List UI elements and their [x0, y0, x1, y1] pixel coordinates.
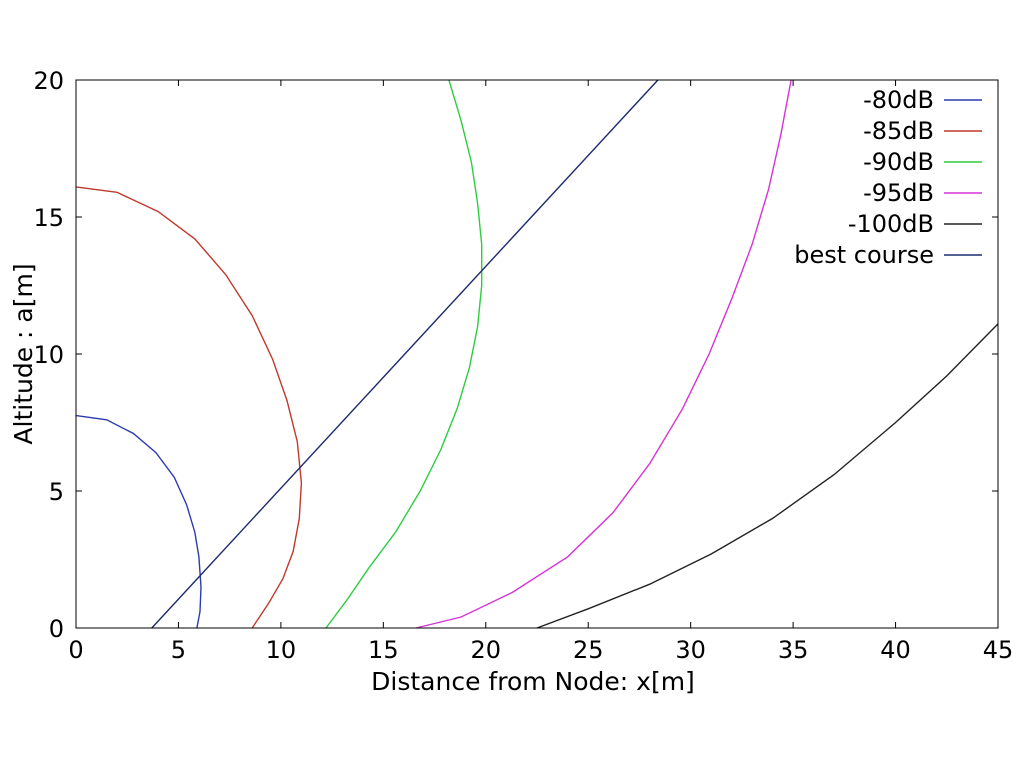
x-tick-label: 40 [880, 636, 911, 664]
series-line-1 [75, 186, 303, 629]
x-tick-label: 15 [368, 636, 399, 664]
x-tick-label: 5 [171, 636, 186, 664]
x-axis-label: Distance from Node: x[m] [371, 667, 695, 696]
legend-label-0: -80dB [863, 86, 934, 114]
x-tick-label: 25 [573, 636, 604, 664]
legend-label-4: -100dB [848, 210, 934, 238]
y-tick-label: 0 [49, 615, 64, 643]
x-tick-label: 45 [983, 636, 1014, 664]
series-line-5 [151, 79, 659, 629]
y-axis-label: Altitude : a[m] [9, 263, 38, 444]
y-tick-label: 5 [49, 478, 64, 506]
x-tick-label: 0 [68, 636, 83, 664]
legend-label-3: -95dB [863, 179, 934, 207]
ticks-layer: 0 5 10 15 20 25 30 35 40 45 0 5 10 15 20 [33, 67, 1013, 664]
y-tick-label: 15 [33, 204, 64, 232]
series-line-3 [415, 79, 792, 629]
series-line-0 [75, 414, 202, 629]
y-tick-label: 10 [33, 341, 64, 369]
legend-label-5: best course [794, 241, 934, 269]
series-layer [75, 79, 999, 629]
x-tick-label: 10 [266, 636, 297, 664]
x-tick-label: 20 [471, 636, 502, 664]
legend: -80dB -85dB -90dB -95dB -100dB best course [794, 86, 982, 269]
series-line-4 [536, 323, 999, 629]
legend-label-1: -85dB [863, 117, 934, 145]
legend-label-2: -90dB [863, 148, 934, 176]
y-tick-label: 20 [33, 67, 64, 95]
x-tick-label: 35 [778, 636, 809, 664]
series-line-2 [325, 79, 483, 629]
x-tick-label: 30 [675, 636, 706, 664]
